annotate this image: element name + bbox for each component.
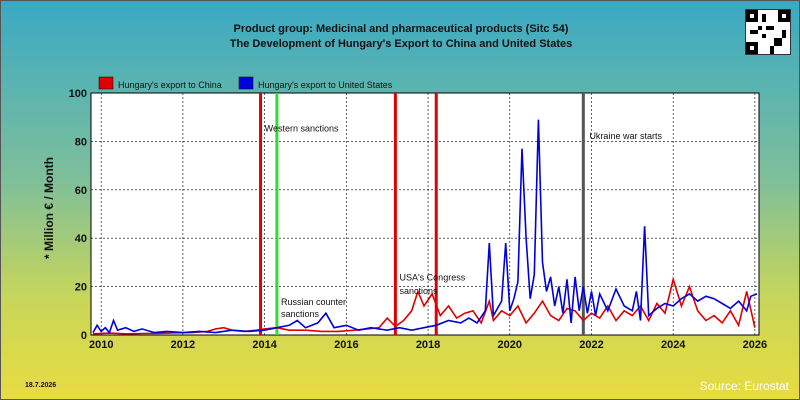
y-tick-label: 60 <box>75 185 87 197</box>
legend-swatch <box>238 76 254 90</box>
annotation-label: sanctions <box>281 309 320 319</box>
legend-label: Hungary's export to China <box>118 80 222 90</box>
series-line-usa <box>92 119 758 335</box>
legend-label: Hungary's export to United States <box>258 80 393 90</box>
x-tick-label: 2016 <box>334 339 358 351</box>
date-stamp: 18.7.2026 <box>25 382 57 389</box>
annotation-label: Western sanctions <box>265 124 339 134</box>
y-axis-title: * Million € / Month <box>42 157 56 259</box>
qr-code-icon <box>745 9 791 55</box>
y-tick-label: 0 <box>81 330 87 342</box>
y-tick-label: 20 <box>75 282 87 294</box>
source-label: Source: Eurostat <box>699 379 789 393</box>
chart-title-line2: The Development of Hungary's Export to C… <box>229 38 573 50</box>
annotation-label: sanctions <box>399 286 438 296</box>
annotation-label: Russian counter <box>281 297 346 307</box>
x-tick-label: 2024 <box>661 339 686 351</box>
annotation-label: USA's Congress <box>399 273 465 283</box>
y-tick-label: 40 <box>75 233 87 245</box>
x-tick-label: 2014 <box>252 339 277 351</box>
x-tick-label: 2010 <box>89 339 113 351</box>
x-tick-label: 2026 <box>743 339 767 351</box>
chart-title-line1: Product group: Medicinal and pharmaceuti… <box>233 23 569 35</box>
x-tick-label: 2012 <box>171 339 195 351</box>
x-tick-label: 2022 <box>579 339 603 351</box>
x-tick-label: 2018 <box>416 339 440 351</box>
plot-area <box>90 92 760 336</box>
legend-swatch <box>98 76 114 90</box>
y-tick-label: 100 <box>69 88 87 100</box>
annotation-label: Ukraine war starts <box>589 131 662 141</box>
x-tick-label: 2020 <box>498 339 522 351</box>
y-tick-label: 80 <box>75 136 87 148</box>
